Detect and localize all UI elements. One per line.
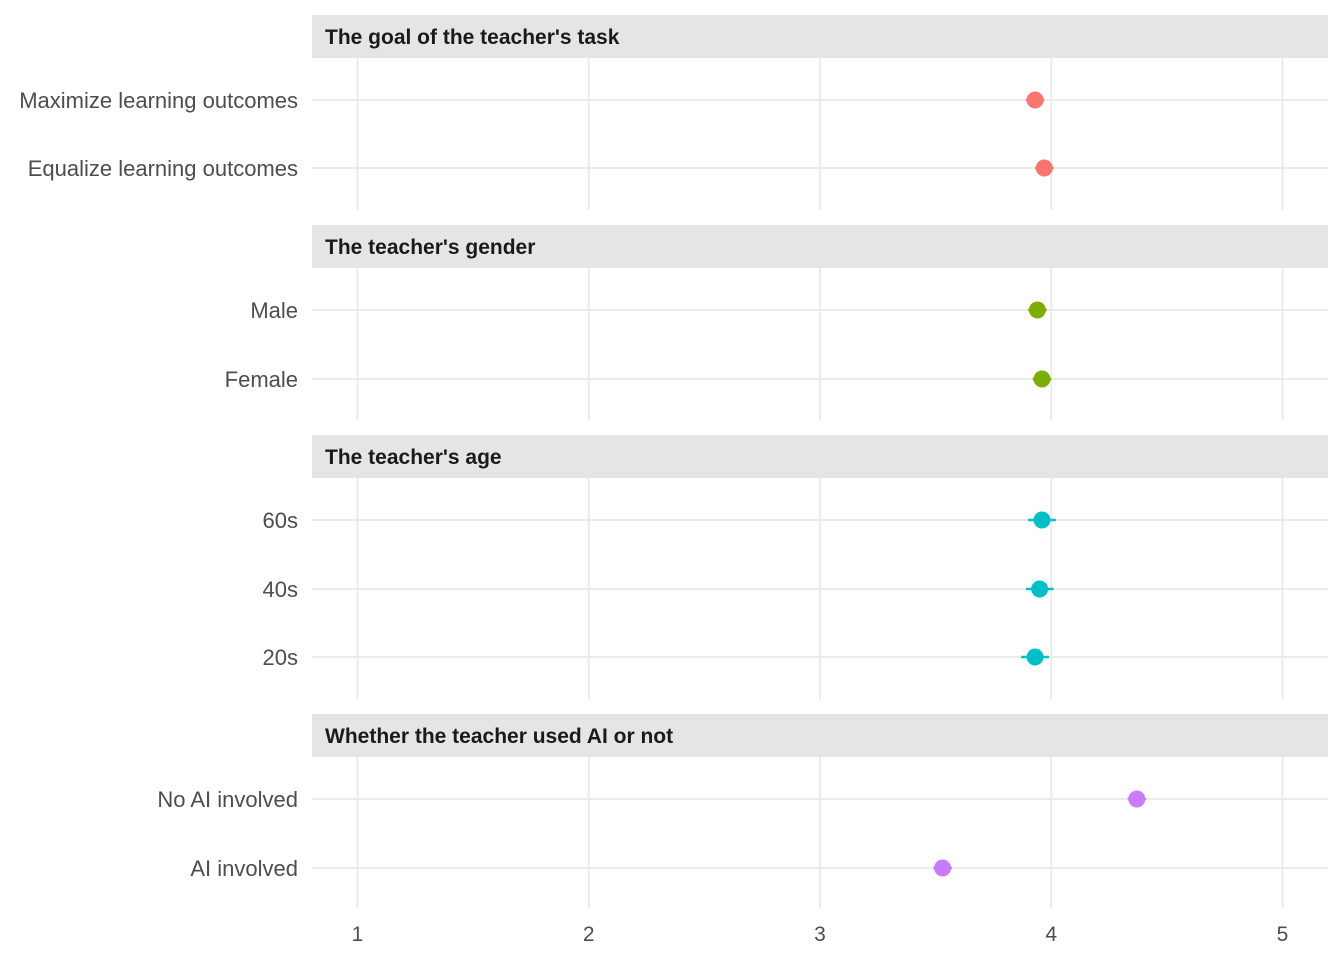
data-point bbox=[1035, 159, 1053, 177]
facet-strip bbox=[312, 714, 1328, 757]
category-label: Maximize learning outcomes bbox=[19, 88, 298, 113]
facet-title: Whether the teacher used AI or not bbox=[325, 725, 673, 748]
data-point bbox=[934, 859, 952, 877]
x-axis: 1 2 3 4 5 bbox=[352, 923, 1289, 946]
category-label: Equalize learning outcomes bbox=[28, 156, 298, 181]
category-label: Male bbox=[250, 298, 298, 323]
x-tick-label: 2 bbox=[583, 923, 595, 946]
facet-strip bbox=[312, 435, 1328, 478]
data-point bbox=[1028, 301, 1046, 319]
category-label: AI involved bbox=[190, 856, 298, 881]
facet-panel: Whether the teacher used AI or not No AI … bbox=[157, 714, 1328, 908]
facet-title: The goal of the teacher's task bbox=[325, 26, 620, 49]
facet-title: The teacher's gender bbox=[325, 236, 535, 259]
data-point bbox=[1128, 790, 1146, 808]
category-label: 20s bbox=[263, 645, 298, 670]
facet-strip bbox=[312, 225, 1328, 268]
data-point bbox=[1033, 511, 1051, 529]
x-tick-label: 3 bbox=[814, 923, 826, 946]
facet-panel: The teacher's gender Male Female bbox=[225, 225, 1328, 420]
category-label: Female bbox=[225, 367, 298, 392]
x-tick-label: 4 bbox=[1045, 923, 1057, 946]
data-point bbox=[1026, 91, 1044, 109]
facet-strip bbox=[312, 15, 1328, 58]
category-label: 60s bbox=[263, 508, 298, 533]
data-point bbox=[1033, 370, 1051, 388]
x-tick-label: 1 bbox=[352, 923, 364, 946]
facet-panel: The goal of the teacher's task Maximize l… bbox=[19, 15, 1328, 210]
category-label: No AI involved bbox=[157, 787, 298, 812]
facet-title: The teacher's age bbox=[325, 446, 502, 469]
category-label: 40s bbox=[263, 577, 298, 602]
data-point bbox=[1031, 580, 1049, 598]
data-point bbox=[1026, 648, 1044, 666]
facet-panel: The teacher's age 60s 40s 20s bbox=[263, 435, 1328, 699]
panels-layer: The goal of the teacher's task Maximize l… bbox=[19, 15, 1328, 908]
x-tick-label: 5 bbox=[1277, 923, 1289, 946]
